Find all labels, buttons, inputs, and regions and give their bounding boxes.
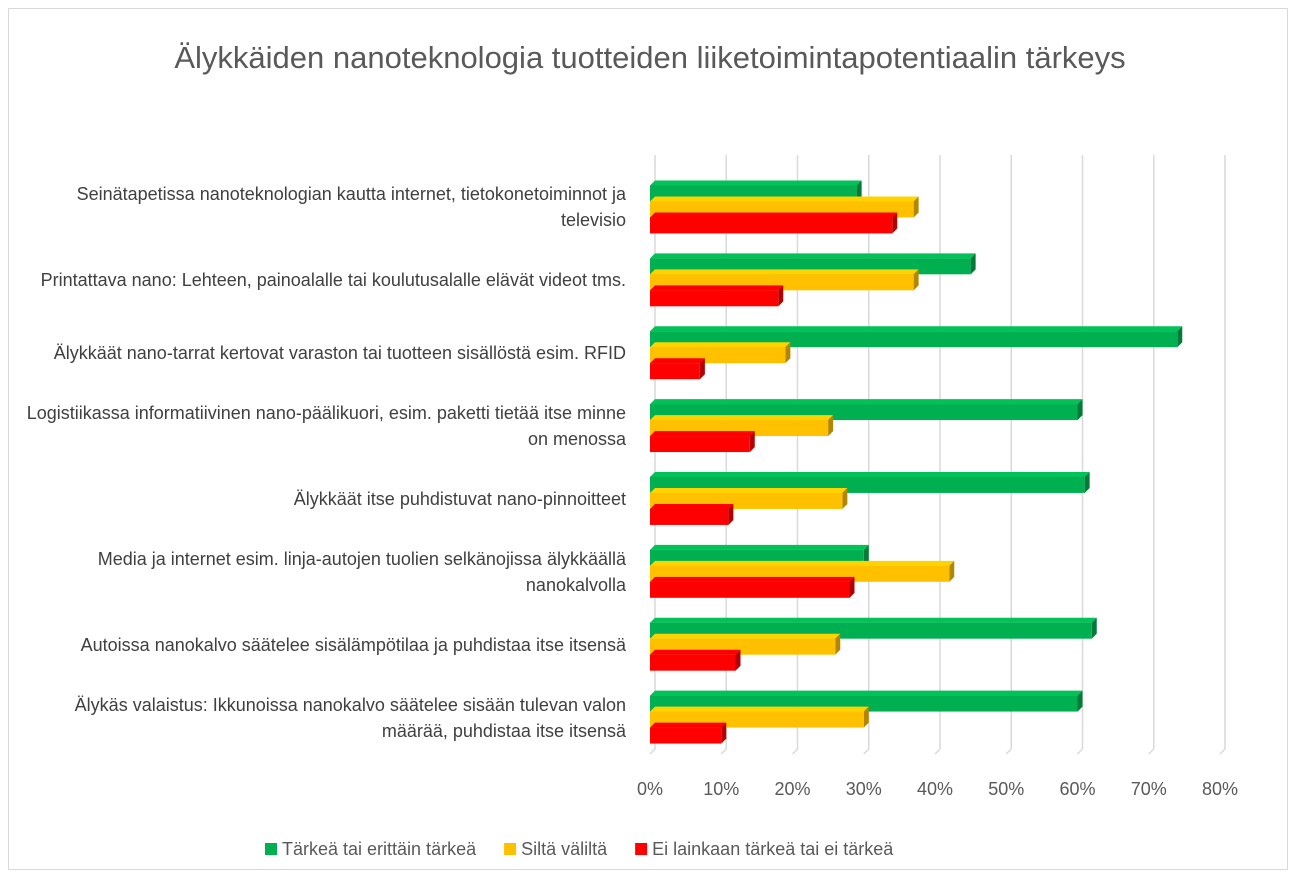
bar [650,508,729,525]
y-tick-label: Autoissa nanokalvo säätelee sisälämpötil… [80,634,626,655]
bar-top [650,633,841,639]
bar-side [721,722,727,744]
bar-top [650,471,1090,477]
x-tick-label: 80% [1202,779,1238,799]
bar-side [749,431,755,453]
bar-top [650,706,869,712]
bar-side [728,503,734,525]
x-tick-label: 0% [637,779,663,799]
bar-side [835,633,841,655]
grid-line-depth [649,748,656,755]
legend-swatch [635,843,648,855]
bar-side [863,706,869,728]
y-tick-label: Logistiikassa informatiivinen nano-pääli… [26,403,626,450]
chart-title: Älykkäiden nanoteknologia tuotteiden lii… [174,40,1126,75]
bar-top [650,269,919,275]
bar-side [1091,617,1097,639]
bar-top [650,399,1083,405]
bar [650,654,736,671]
bar-side [778,285,784,307]
bar-side [842,487,848,509]
bar-side [785,342,791,364]
bar-side [913,269,919,291]
bar-side [970,253,976,275]
bar-top [650,285,784,291]
y-tick-label: Media ja internet esim. linja-autojen tu… [97,548,626,595]
bar-side [892,212,898,234]
grid-line-depth [934,748,941,755]
bar-side [1084,471,1090,493]
grid-line-depth [1148,748,1155,755]
grid-line-depth [1219,748,1226,755]
x-tick-label: 10% [703,779,739,799]
bar-top [650,326,1183,332]
bar-side [828,415,834,437]
bar-top [650,576,855,582]
bar [650,363,700,380]
bar-top [650,649,741,655]
bar-top [650,431,755,437]
bar-side [849,576,855,598]
bar-top [650,722,727,728]
legend-label: Ei lainkaan tärkeä tai ei tärkeä [652,839,894,859]
grid-line-depth [863,748,870,755]
chart-frame [8,8,1288,870]
bar [650,436,750,453]
bar-side [1077,690,1083,712]
x-tick-label: 70% [1131,779,1167,799]
bar-side [913,196,919,218]
y-tick-label: Älykkäät itse puhdistuvat nano-pinnoitte… [293,488,626,509]
x-tick-label: 40% [917,779,953,799]
x-tick-label: 50% [988,779,1024,799]
bar-top [650,358,705,364]
bar [650,217,893,234]
x-tick-label: 30% [846,779,882,799]
y-tick-label: Älykäs valaistus: Ikkunoissa nanokalvo s… [74,694,626,741]
y-tick-label: Printattava nano: Lehteen, painoalalle t… [40,270,626,291]
bar-top [650,690,1083,696]
grid-line-depth [1076,748,1084,755]
y-tick-label: Seinätapetissa nanoteknologian kautta in… [76,184,626,231]
legend-swatch [504,843,517,855]
bar-top [650,544,869,550]
bar-side [856,180,862,202]
bar-top [650,180,862,186]
bar-side [735,649,741,671]
bar-top [650,503,734,509]
legend-label: Siltä väliltä [521,839,608,859]
bar-top [650,196,919,202]
bar [650,581,850,598]
bar-side [1077,399,1083,421]
bar-top [650,487,848,493]
bar-side [1177,326,1183,348]
grid-line-depth [720,748,727,755]
bar [650,290,779,307]
bar-side [949,560,955,582]
bar-top [650,342,791,348]
legend-label: Tärkeä tai erittäin tärkeä [282,839,477,859]
x-tick-label: 60% [1059,779,1095,799]
bar-top [650,560,955,566]
grid-line-depth [791,748,799,755]
grid-line-depth [1005,748,1012,755]
legend-swatch [265,843,277,855]
bar [650,727,722,744]
bar-top [650,212,898,218]
y-tick-label: Älykkäät nano-tarrat kertovat varaston t… [53,343,626,364]
x-tick-label: 20% [774,779,810,799]
bar-top [650,253,976,259]
bar-side [863,544,869,566]
bar-top [650,415,834,421]
bar-top [650,617,1097,623]
bar-side [699,358,705,380]
